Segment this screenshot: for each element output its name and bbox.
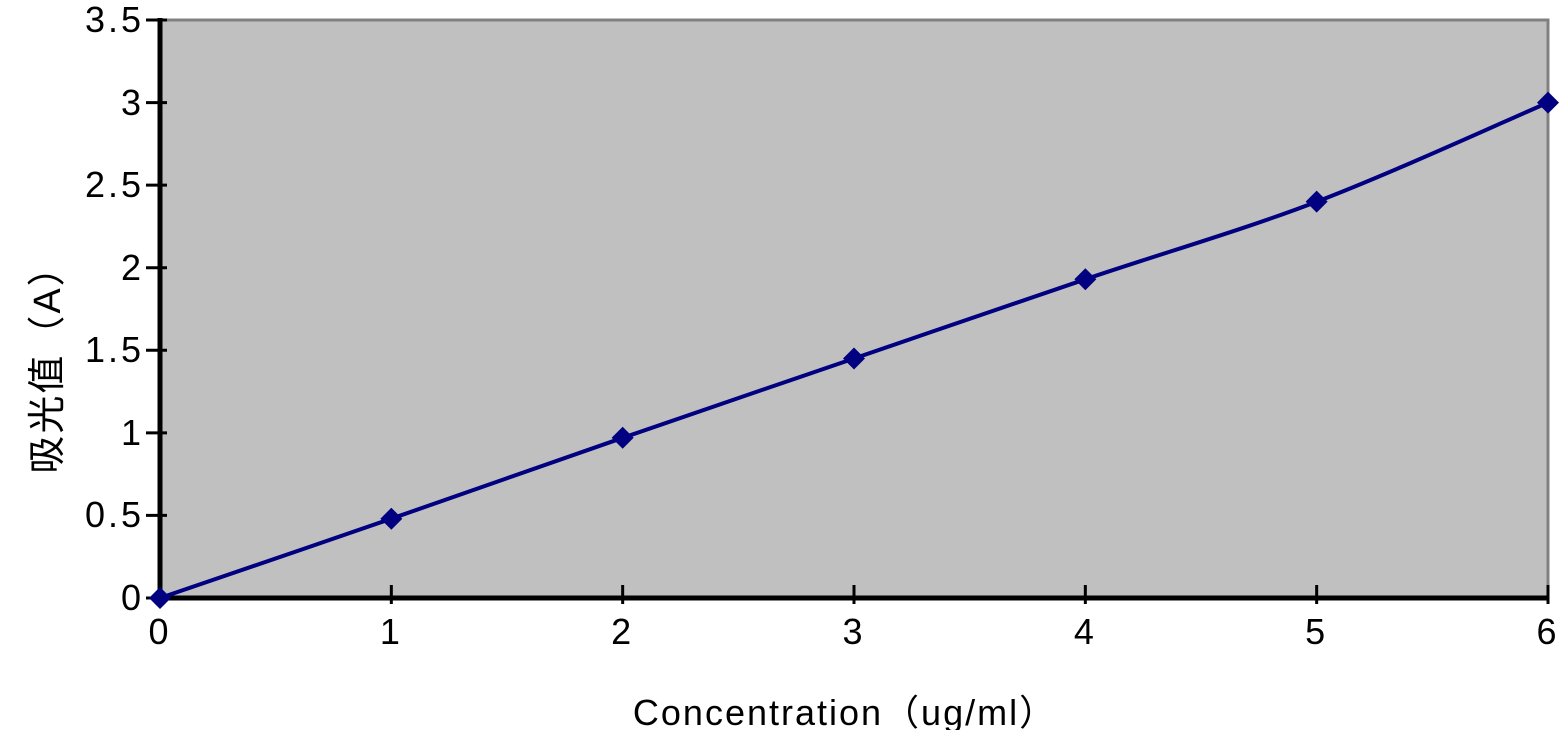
y-tick-label: 3.5 [84,0,144,40]
y-axis-title: 吸光值（A） [27,246,69,474]
x-tick-label: 6 [1536,611,1560,652]
data-point-marker [611,426,634,449]
data-point-marker [843,347,865,370]
plot-area [158,18,1550,600]
data-point-marker [380,507,403,530]
x-tick-label: 1 [379,611,403,652]
x-tick-label: 2 [611,611,635,652]
y-tick-label: 2.5 [84,164,144,206]
y-tick-label: 3 [120,81,144,123]
x-axis-title: Concentration（ug/ml） [632,692,1058,730]
data-point-marker [1074,268,1097,291]
y-tick-label: 2 [120,246,144,288]
y-tick-label: 0.5 [84,494,144,536]
y-tick-label: 1.5 [84,329,144,371]
x-tick-label: 4 [1073,611,1097,652]
data-point-marker [1305,190,1328,213]
y-tick-label: 1 [120,411,144,453]
data-point-marker [1537,91,1559,114]
x-tick-label: 3 [842,611,866,652]
x-tick-label: 5 [1305,611,1329,652]
x-tick-label: 0 [148,611,172,652]
y-tick-label: 0 [120,577,144,618]
data-point-marker [149,587,171,609]
